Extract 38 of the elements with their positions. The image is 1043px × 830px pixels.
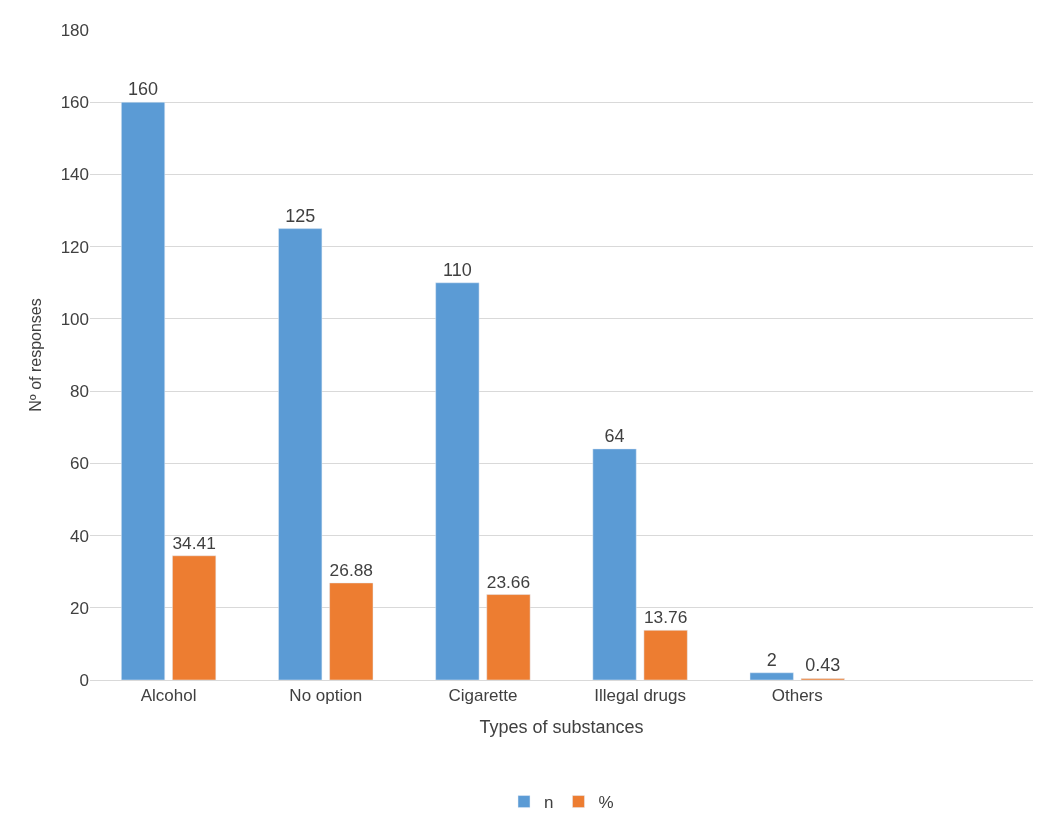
data-label: 26.88 (329, 560, 373, 581)
x-tick-label: No option (289, 686, 363, 706)
data-label: 2 (766, 649, 777, 670)
bar (643, 630, 688, 680)
data-label: 64 (604, 425, 625, 446)
y-tick-label: 40 (70, 526, 89, 546)
bar (486, 594, 531, 680)
bar (329, 582, 374, 680)
y-axis-title: Nº of responses (26, 298, 44, 412)
x-tick-label: Cigarette (448, 686, 518, 706)
y-tick-label: 60 (70, 454, 89, 474)
y-tick-label: 0 (79, 670, 89, 690)
data-label: 110 (443, 259, 472, 280)
y-tick-label: 20 (70, 598, 89, 618)
bar (172, 555, 217, 680)
bar (592, 448, 637, 680)
y-tick-label: 120 (60, 237, 89, 257)
data-label: 0.43 (805, 655, 841, 676)
x-tick-label: Illegal drugs (594, 686, 686, 706)
y-tick-label: 100 (60, 309, 89, 329)
data-label: 23.66 (486, 571, 531, 592)
x-axis-title: Types of substances (479, 716, 644, 737)
data-label: 125 (285, 205, 316, 226)
data-label: 13.76 (643, 607, 688, 628)
data-label: 34.41 (172, 532, 216, 553)
data-label: 160 (128, 79, 159, 100)
bar (278, 228, 323, 680)
bar (435, 282, 480, 680)
bar (749, 672, 794, 680)
y-tick-label: 180 (60, 20, 89, 40)
y-tick-label: 140 (60, 165, 89, 185)
bar (121, 101, 165, 680)
y-tick-label: 160 (60, 93, 89, 113)
legend-label: n (544, 793, 554, 813)
x-tick-label: Others (771, 686, 823, 706)
y-tick-label: 80 (70, 382, 89, 402)
x-tick-label: Alcohol (140, 686, 197, 706)
legend-label: % (598, 793, 614, 813)
